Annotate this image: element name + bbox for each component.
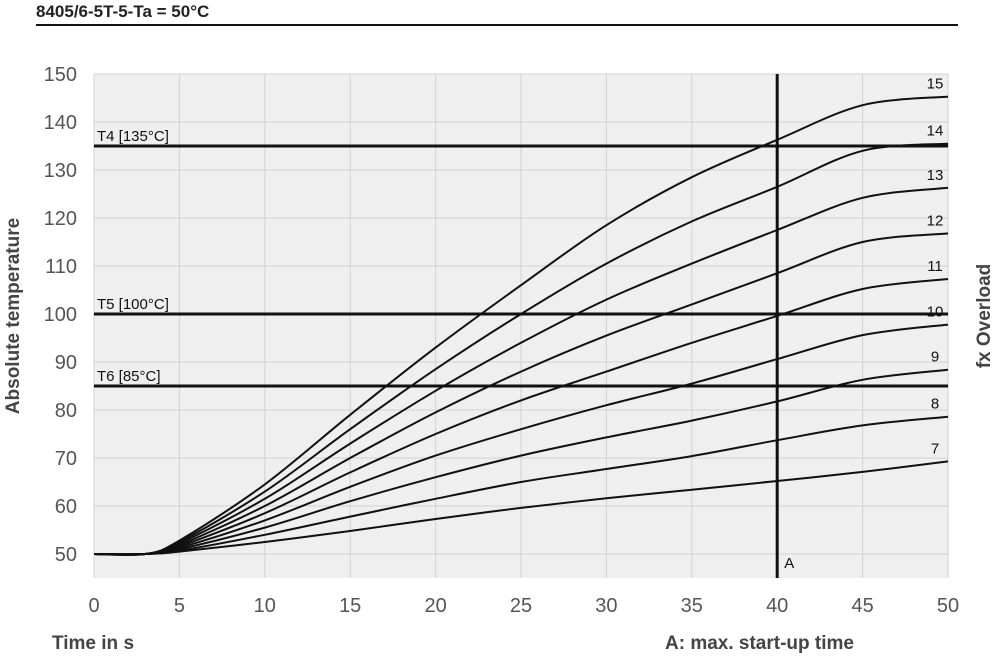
threshold-lines: T4 [135°C] T5 [100°C] T6 [85°C] [94, 128, 948, 388]
x-tick-label: 50 [937, 595, 959, 617]
y-tick-label: 100 [44, 304, 77, 326]
x-tick-label: 35 [681, 595, 703, 617]
y-tick-label: 70 [55, 448, 77, 470]
marker-note: A: max. start-up time [665, 633, 854, 654]
x-tick-label: 15 [339, 595, 361, 617]
y-tick-label: 90 [55, 352, 77, 374]
curve-10 [93, 323, 949, 556]
curve-7 [93, 460, 949, 556]
y-tick-label: 120 [44, 208, 77, 230]
x-tick-label: 5 [174, 595, 185, 617]
curve-label-13: 13 [927, 167, 944, 184]
tick-labels: 0 5 10 15 20 25 30 35 40 45 50 50 60 70 80 90 100 110 120 1… [44, 64, 960, 617]
y-tick-label: 110 [45, 256, 77, 278]
title-rule [36, 24, 958, 26]
curve-label-7: 7 [931, 440, 939, 457]
marker-label: A [784, 555, 794, 572]
threshold-label: T6 [85°C] [97, 368, 161, 385]
curves: 7 8 9 10 11 12 13 14 15 [93, 76, 949, 556]
y-tick-label: 60 [55, 496, 77, 518]
threshold-label: T5 [100°C] [97, 296, 169, 313]
curve-label-10: 10 [927, 304, 944, 321]
x-tick-label: 40 [766, 595, 788, 617]
curve-label-14: 14 [927, 123, 944, 140]
x-tick-label: 30 [595, 595, 617, 617]
curve-11 [93, 278, 949, 556]
start-up-marker: A [775, 74, 794, 578]
curve-15 [93, 95, 949, 556]
curve-label-12: 12 [927, 212, 944, 229]
x-tick-label: 20 [424, 595, 446, 617]
y-tick-label: 150 [44, 64, 77, 86]
x-tick-label: 0 [88, 595, 99, 617]
y-tick-label: 130 [44, 160, 77, 182]
y-tick-label: 140 [44, 112, 77, 134]
x-tick-label: 45 [851, 595, 873, 617]
curve-13 [93, 186, 949, 556]
x-tick-label: 10 [254, 595, 276, 617]
x-axis-label: Time in s [52, 633, 135, 654]
chart-title: 8405/6-5T-5-Ta = 50°C [36, 2, 210, 21]
threshold-label: T4 [135°C] [97, 128, 169, 145]
curve-label-15: 15 [927, 76, 944, 93]
curve-9 [93, 368, 949, 556]
curve-12 [93, 232, 949, 556]
curve-8 [93, 415, 949, 556]
y-tick-label: 50 [55, 544, 77, 566]
curve-label-11: 11 [927, 258, 943, 275]
curve-label-9: 9 [931, 349, 939, 366]
curve-14 [93, 142, 949, 556]
x-tick-label: 25 [510, 595, 532, 617]
y-tick-label: 80 [55, 400, 77, 422]
curve-label-8: 8 [931, 396, 939, 413]
